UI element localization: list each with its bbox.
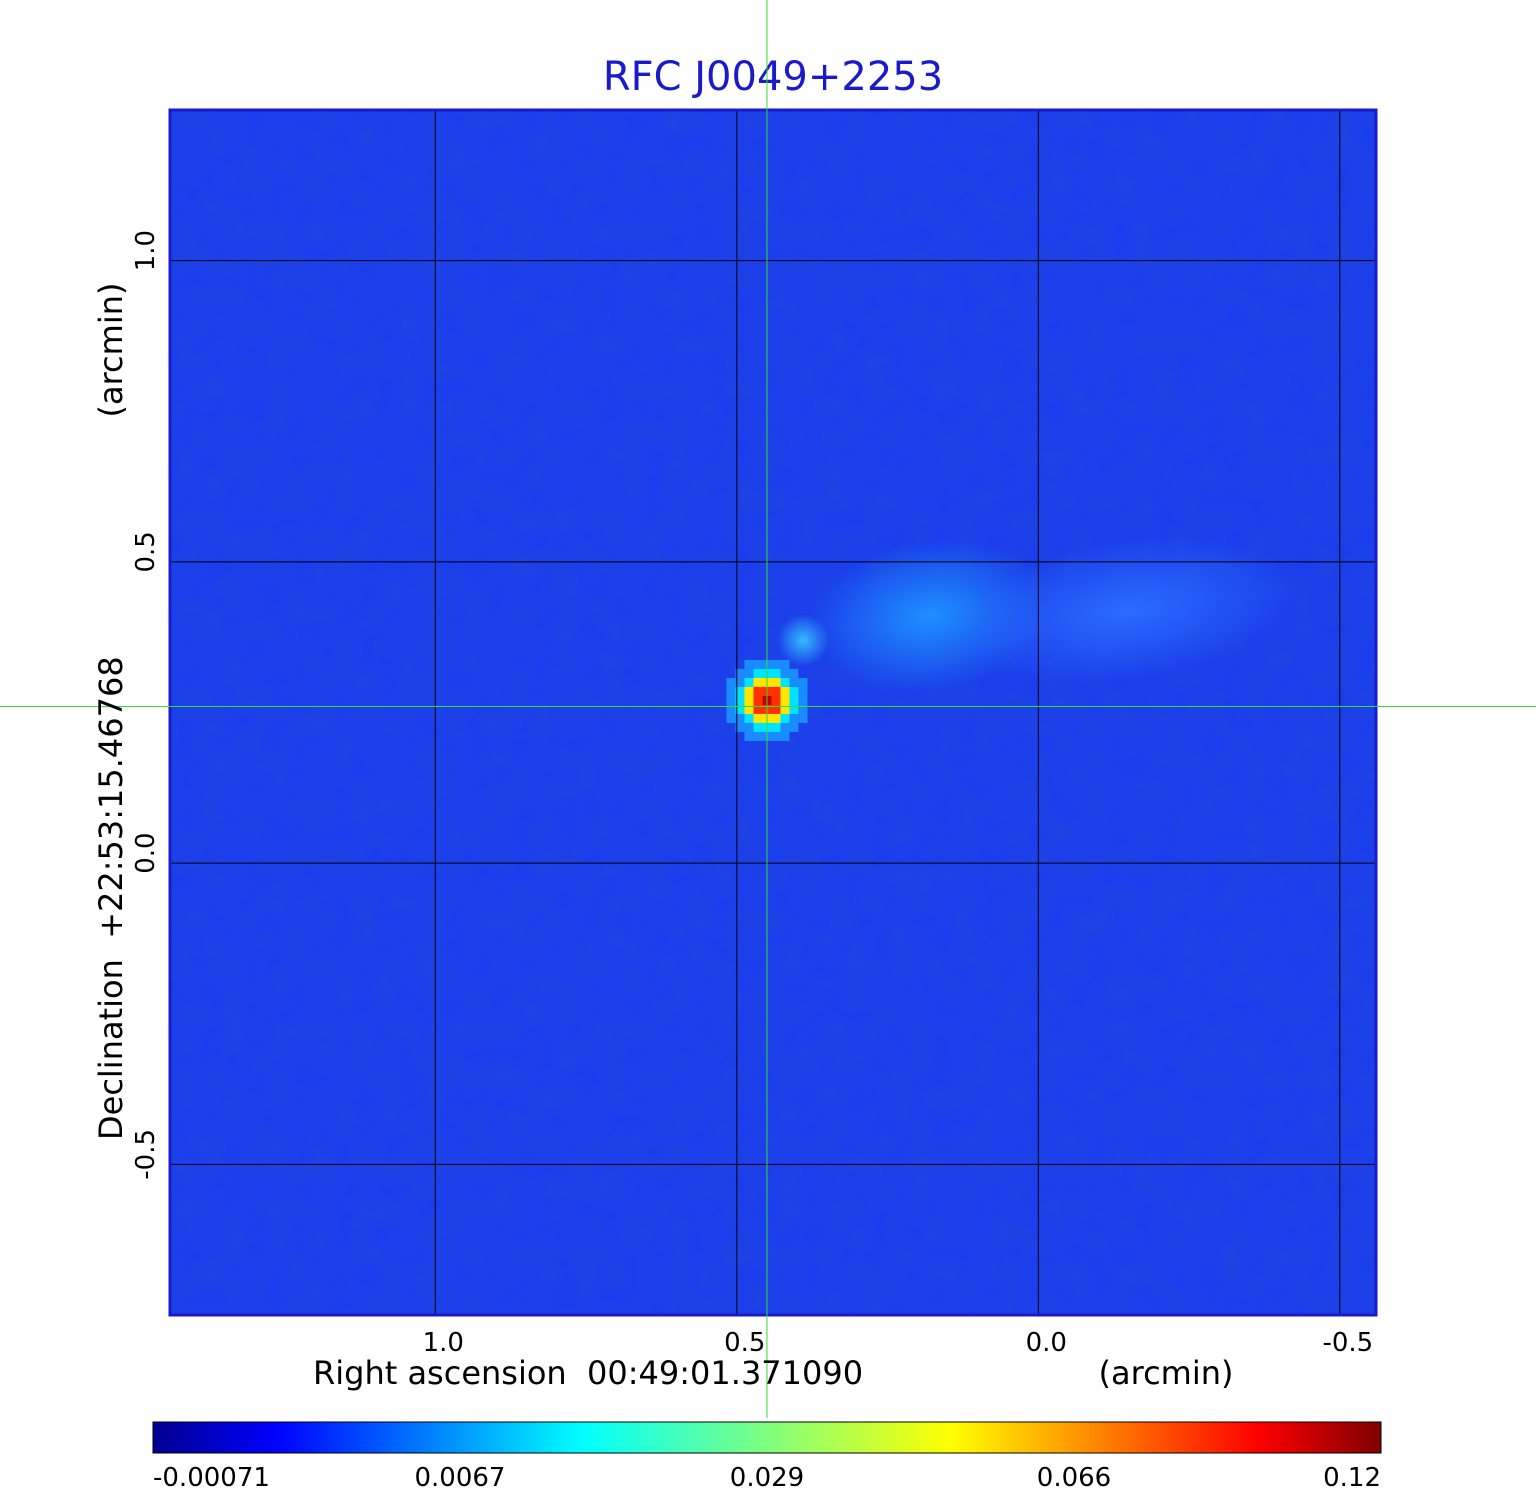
x-tick-label: -0.5 <box>1322 1328 1373 1358</box>
chart-title: RFC J0049+2253 <box>603 54 943 100</box>
core-pixel <box>744 731 754 741</box>
core-pixel <box>744 713 754 723</box>
colorbar-tick-label: 0.066 <box>1037 1463 1111 1493</box>
core-pixel <box>735 722 745 732</box>
core-pixel <box>753 668 763 678</box>
core-pixel <box>744 686 754 696</box>
core-pixel <box>780 722 790 732</box>
y-tick-labels: 1.0 0.5 0.0 -0.5 <box>131 230 161 1180</box>
core-pixel <box>798 713 808 723</box>
core-pixel <box>753 731 763 741</box>
core-pixel <box>735 695 745 705</box>
image-plane <box>170 110 1376 1315</box>
core-pixel <box>780 668 790 678</box>
core-pixel <box>735 704 745 714</box>
core-pixel <box>789 695 799 705</box>
plot-frame <box>168 108 1378 1317</box>
core-pixel <box>726 677 736 687</box>
core-pixel <box>744 722 754 732</box>
y-axis-unit: (arcmin) <box>92 283 130 418</box>
y-tick-label: 0.0 <box>131 832 161 873</box>
colorbar-tick-label: 0.0067 <box>415 1463 506 1493</box>
core-pixel <box>744 695 754 705</box>
core-pixel <box>744 677 754 687</box>
x-tick-label: 0.5 <box>724 1328 765 1358</box>
core-pixel <box>798 686 808 696</box>
core-pixel <box>789 677 799 687</box>
core-pixel <box>726 695 736 705</box>
crosshair <box>0 0 1536 1418</box>
y-tick-label: -0.5 <box>131 1129 161 1180</box>
core-pixel <box>744 704 754 714</box>
core-pixel <box>789 686 799 696</box>
core-pixel <box>771 668 781 678</box>
core-pixel <box>780 713 790 723</box>
core-pixel <box>744 659 754 669</box>
core-pixel <box>771 722 781 732</box>
core-pixel <box>771 686 781 696</box>
core-pixel <box>780 731 790 741</box>
core-pixel <box>735 668 745 678</box>
core-pixel <box>780 686 790 696</box>
core-pixel <box>771 695 781 705</box>
core-pixel <box>798 695 808 705</box>
core-pixel <box>771 659 781 669</box>
core-pixel <box>789 668 799 678</box>
colorbar-tick-label: 0.029 <box>730 1463 804 1493</box>
x-tick-label: 1.0 <box>423 1328 464 1358</box>
core-pixel <box>771 713 781 723</box>
colorbar-tick-labels: -0.00071 0.0067 0.029 0.066 0.12 <box>153 1463 1381 1493</box>
core-pixel <box>780 704 790 714</box>
core-pixel <box>771 677 781 687</box>
core-pixel <box>753 695 763 705</box>
coordinate-grid <box>170 110 1376 1315</box>
core-pixel <box>753 713 763 723</box>
core-pixel <box>798 704 808 714</box>
core-pixel <box>780 695 790 705</box>
colorbar-tick-label: 0.12 <box>1323 1463 1381 1493</box>
x-tick-labels: 1.0 0.5 0.0 -0.5 <box>423 1328 1374 1358</box>
core-pixel <box>753 722 763 732</box>
core-pixel <box>753 677 763 687</box>
colorbar <box>152 1421 1382 1454</box>
x-axis-label: Right ascension 00:49:01.371090 <box>313 1354 863 1392</box>
y-tick-label: 0.5 <box>131 531 161 572</box>
core-pixel <box>726 704 736 714</box>
core-pixel <box>771 704 781 714</box>
y-axis-label: Declination +22:53:15.46768 <box>92 656 130 1140</box>
core-pixel <box>753 704 763 714</box>
core-pixel <box>744 668 754 678</box>
core-pixel <box>789 704 799 714</box>
x-tick-label: 0.0 <box>1026 1328 1067 1358</box>
core-pixel <box>771 731 781 741</box>
core-pixel <box>735 677 745 687</box>
core-pixel <box>780 659 790 669</box>
emission-blob <box>960 536 1298 684</box>
core-pixel <box>735 713 745 723</box>
colorbar-tick-label: -0.00071 <box>153 1463 270 1493</box>
core-pixel <box>780 677 790 687</box>
y-tick-label: 1.0 <box>131 230 161 271</box>
core-pixel <box>798 677 808 687</box>
source-features <box>726 536 1298 741</box>
core-pixel <box>726 686 736 696</box>
core-pixel <box>789 713 799 723</box>
core-pixel <box>753 686 763 696</box>
x-axis-unit: (arcmin) <box>1099 1354 1234 1392</box>
core-pixel <box>789 722 799 732</box>
core-pixel <box>735 686 745 696</box>
core-pixel <box>726 713 736 723</box>
core-pixel <box>753 659 763 669</box>
